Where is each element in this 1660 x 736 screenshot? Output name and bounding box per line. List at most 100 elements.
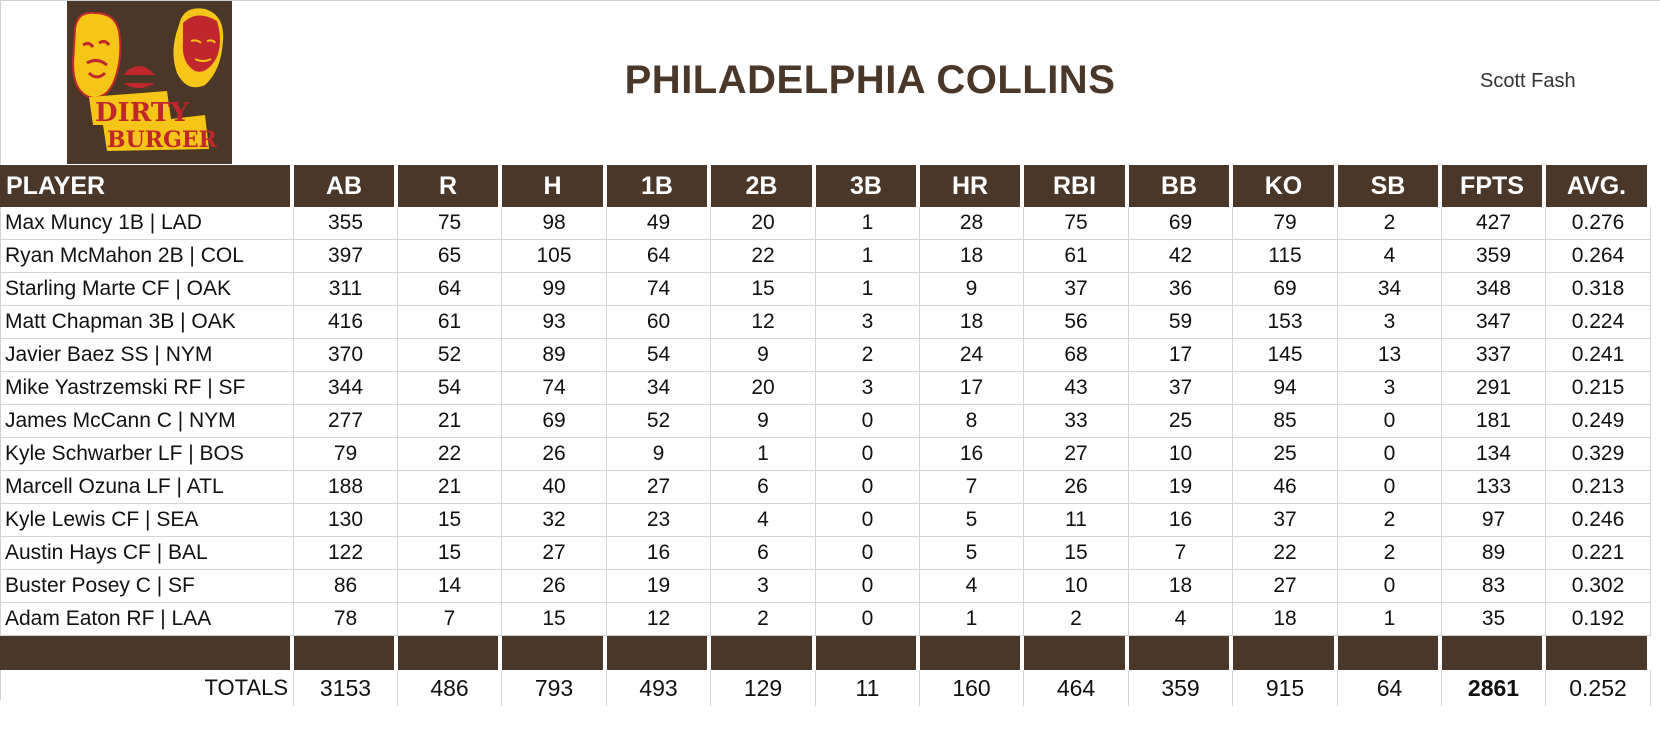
stat-cell-h: 105 [502,240,607,273]
stat-cell-ab: 122 [294,537,398,570]
player-name-cell: Austin Hays CF | BAL [0,537,294,570]
total-cell-fpts: 2861 [1442,670,1546,706]
stat-cell-h: 40 [502,471,607,504]
stat-cell-fpts: 291 [1442,372,1546,405]
stat-cell-bb: 19 [1129,471,1233,504]
stat-cell-3b: 0 [816,471,920,504]
stat-cell-rbi: 56 [1024,306,1129,339]
stat-cell-h: 27 [502,537,607,570]
table-row: James McCann C | NYM 277 21 69 52 9 0 8 33 25 85 0 1… [0,405,1651,438]
stat-cell-ab: 86 [294,570,398,603]
stat-cell-r: 15 [398,504,502,537]
stat-cell-ko: 27 [1233,570,1338,603]
stat-cell-ko: 153 [1233,306,1338,339]
separator-cell [816,636,920,670]
stat-cell-ko: 18 [1233,603,1338,636]
stat-cell-sb: 4 [1338,240,1442,273]
player-name-cell: Javier Baez SS | NYM [0,339,294,372]
stat-cell-bb: 42 [1129,240,1233,273]
stat-cell-1b: 60 [607,306,711,339]
stat-cell-ab: 130 [294,504,398,537]
stat-cell-ko: 115 [1233,240,1338,273]
stat-cell-rbi: 75 [1024,207,1129,240]
stat-cell-ab: 355 [294,207,398,240]
stat-cell-1b: 12 [607,603,711,636]
stat-cell-fpts: 347 [1442,306,1546,339]
stat-cell-fpts: 133 [1442,471,1546,504]
player-name-cell: Ryan McMahon 2B | COL [0,240,294,273]
dirty-burger-logo: DIRTY BURGER [67,1,232,164]
column-header-fpts: FPTS [1442,165,1546,207]
stat-cell-h: 26 [502,570,607,603]
player-name-cell: Marcell Ozuna LF | ATL [0,471,294,504]
stat-cell-1b: 54 [607,339,711,372]
table-row: Ryan McMahon 2B | COL 397 65 105 64 22 1 18 61 42… [0,240,1651,273]
stat-cell-2b: 1 [711,438,816,471]
stat-cell-fpts: 35 [1442,603,1546,636]
stat-cell-2b: 9 [711,339,816,372]
stat-cell-avg: 0.192 [1546,603,1651,636]
stat-cell-1b: 23 [607,504,711,537]
totals-row: TOTALS 3153 486 793 493 129 11 160 464 359 915 64 28… [0,670,1651,706]
player-name-cell: James McCann C | NYM [0,405,294,438]
stat-cell-hr: 4 [920,570,1024,603]
stat-cell-3b: 0 [816,603,920,636]
stat-cell-ko: 85 [1233,405,1338,438]
stat-cell-rbi: 10 [1024,570,1129,603]
stat-cell-sb: 2 [1338,207,1442,240]
stat-cell-bb: 10 [1129,438,1233,471]
stat-cell-avg: 0.276 [1546,207,1651,240]
stat-cell-fpts: 348 [1442,273,1546,306]
stat-cell-1b: 49 [607,207,711,240]
stat-cell-3b: 1 [816,240,920,273]
stat-cell-ko: 25 [1233,438,1338,471]
table-row: Starling Marte CF | OAK 311 64 99 74 15 1 9 37 36… [0,273,1651,306]
column-header-2b: 2B [711,165,816,207]
stat-cell-hr: 5 [920,504,1024,537]
stat-cell-ab: 188 [294,471,398,504]
stat-cell-3b: 0 [816,438,920,471]
stat-cell-rbi: 43 [1024,372,1129,405]
column-header-player: PLAYER [0,165,294,207]
stat-cell-2b: 6 [711,471,816,504]
stat-cell-hr: 8 [920,405,1024,438]
player-name-cell: Matt Chapman 3B | OAK [0,306,294,339]
stat-cell-3b: 0 [816,537,920,570]
table-row: Max Muncy 1B | LAD 355 75 98 49 20 1 28 75 69 79 2 4… [0,207,1651,240]
separator-cell [1129,636,1233,670]
stat-cell-r: 21 [398,471,502,504]
sheet-border-top [0,0,1660,1]
total-cell-sb: 64 [1338,670,1442,706]
separator-cell [1442,636,1546,670]
stat-cell-hr: 1 [920,603,1024,636]
column-header-3b: 3B [816,165,920,207]
player-name-cell: Buster Posey C | SF [0,570,294,603]
separator-cell [711,636,816,670]
total-cell-1b: 493 [607,670,711,706]
stat-cell-ab: 78 [294,603,398,636]
stat-cell-r: 21 [398,405,502,438]
stat-cell-rbi: 33 [1024,405,1129,438]
stat-cell-ab: 397 [294,240,398,273]
team-title: PHILADELPHIA COLLINS [624,58,1116,102]
stat-cell-sb: 2 [1338,537,1442,570]
player-name-cell: Max Muncy 1B | LAD [0,207,294,240]
stat-cell-avg: 0.318 [1546,273,1651,306]
stat-cell-2b: 4 [711,504,816,537]
stat-cell-ab: 311 [294,273,398,306]
stat-cell-2b: 6 [711,537,816,570]
stat-cell-bb: 16 [1129,504,1233,537]
separator-cell [502,636,607,670]
stat-cell-bb: 17 [1129,339,1233,372]
stat-cell-fpts: 181 [1442,405,1546,438]
stat-cell-hr: 24 [920,339,1024,372]
stat-cell-hr: 9 [920,273,1024,306]
stat-cell-fpts: 97 [1442,504,1546,537]
stat-cell-fpts: 83 [1442,570,1546,603]
stat-cell-3b: 2 [816,339,920,372]
stat-cell-sb: 0 [1338,438,1442,471]
stat-cell-hr: 7 [920,471,1024,504]
stat-cell-ab: 344 [294,372,398,405]
stat-cell-3b: 3 [816,306,920,339]
stat-cell-ab: 277 [294,405,398,438]
